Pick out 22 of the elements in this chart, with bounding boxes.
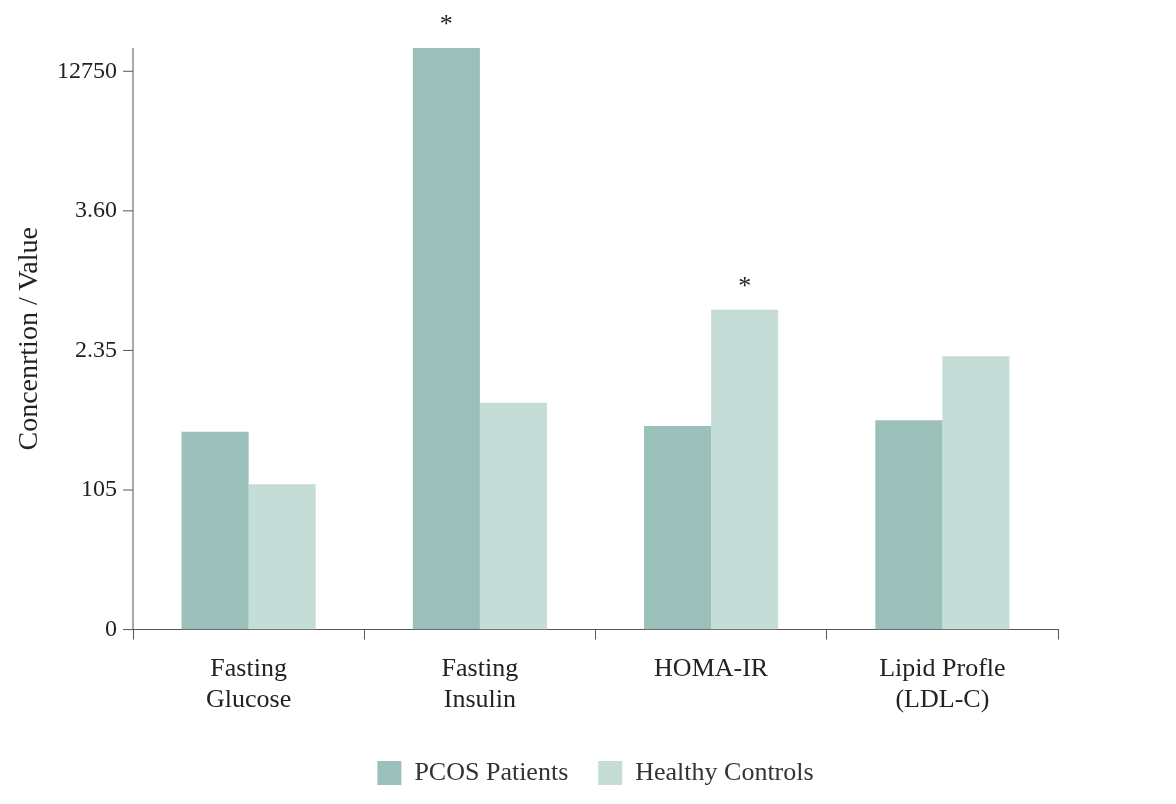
bar <box>711 309 779 630</box>
x-tick-label: Fasting Insulin <box>441 653 519 714</box>
bar <box>942 356 1010 630</box>
bar <box>875 420 943 630</box>
annotation: * <box>439 8 453 38</box>
legend-label: PCOS Patients <box>414 756 569 786</box>
annotation: * <box>738 270 752 300</box>
bar <box>181 431 249 630</box>
y-axis-title: Concenrtion / Value <box>12 227 44 451</box>
x-tick-label: HOMA-IR <box>654 653 769 683</box>
bar <box>479 402 547 630</box>
legend-label: Healthy Controls <box>635 756 814 786</box>
text: 3.60 <box>75 196 117 223</box>
x-tick-label: Fasting Glucose <box>206 653 292 714</box>
text: 12750 <box>57 56 117 83</box>
bar <box>412 48 480 630</box>
text: 105 <box>81 475 117 502</box>
bar <box>248 484 316 630</box>
text: 2.35 <box>75 335 117 362</box>
bar <box>644 426 712 630</box>
text: 0 <box>105 614 117 641</box>
x-tick-label: Lipid Profle (LDL-C) <box>879 653 1006 714</box>
